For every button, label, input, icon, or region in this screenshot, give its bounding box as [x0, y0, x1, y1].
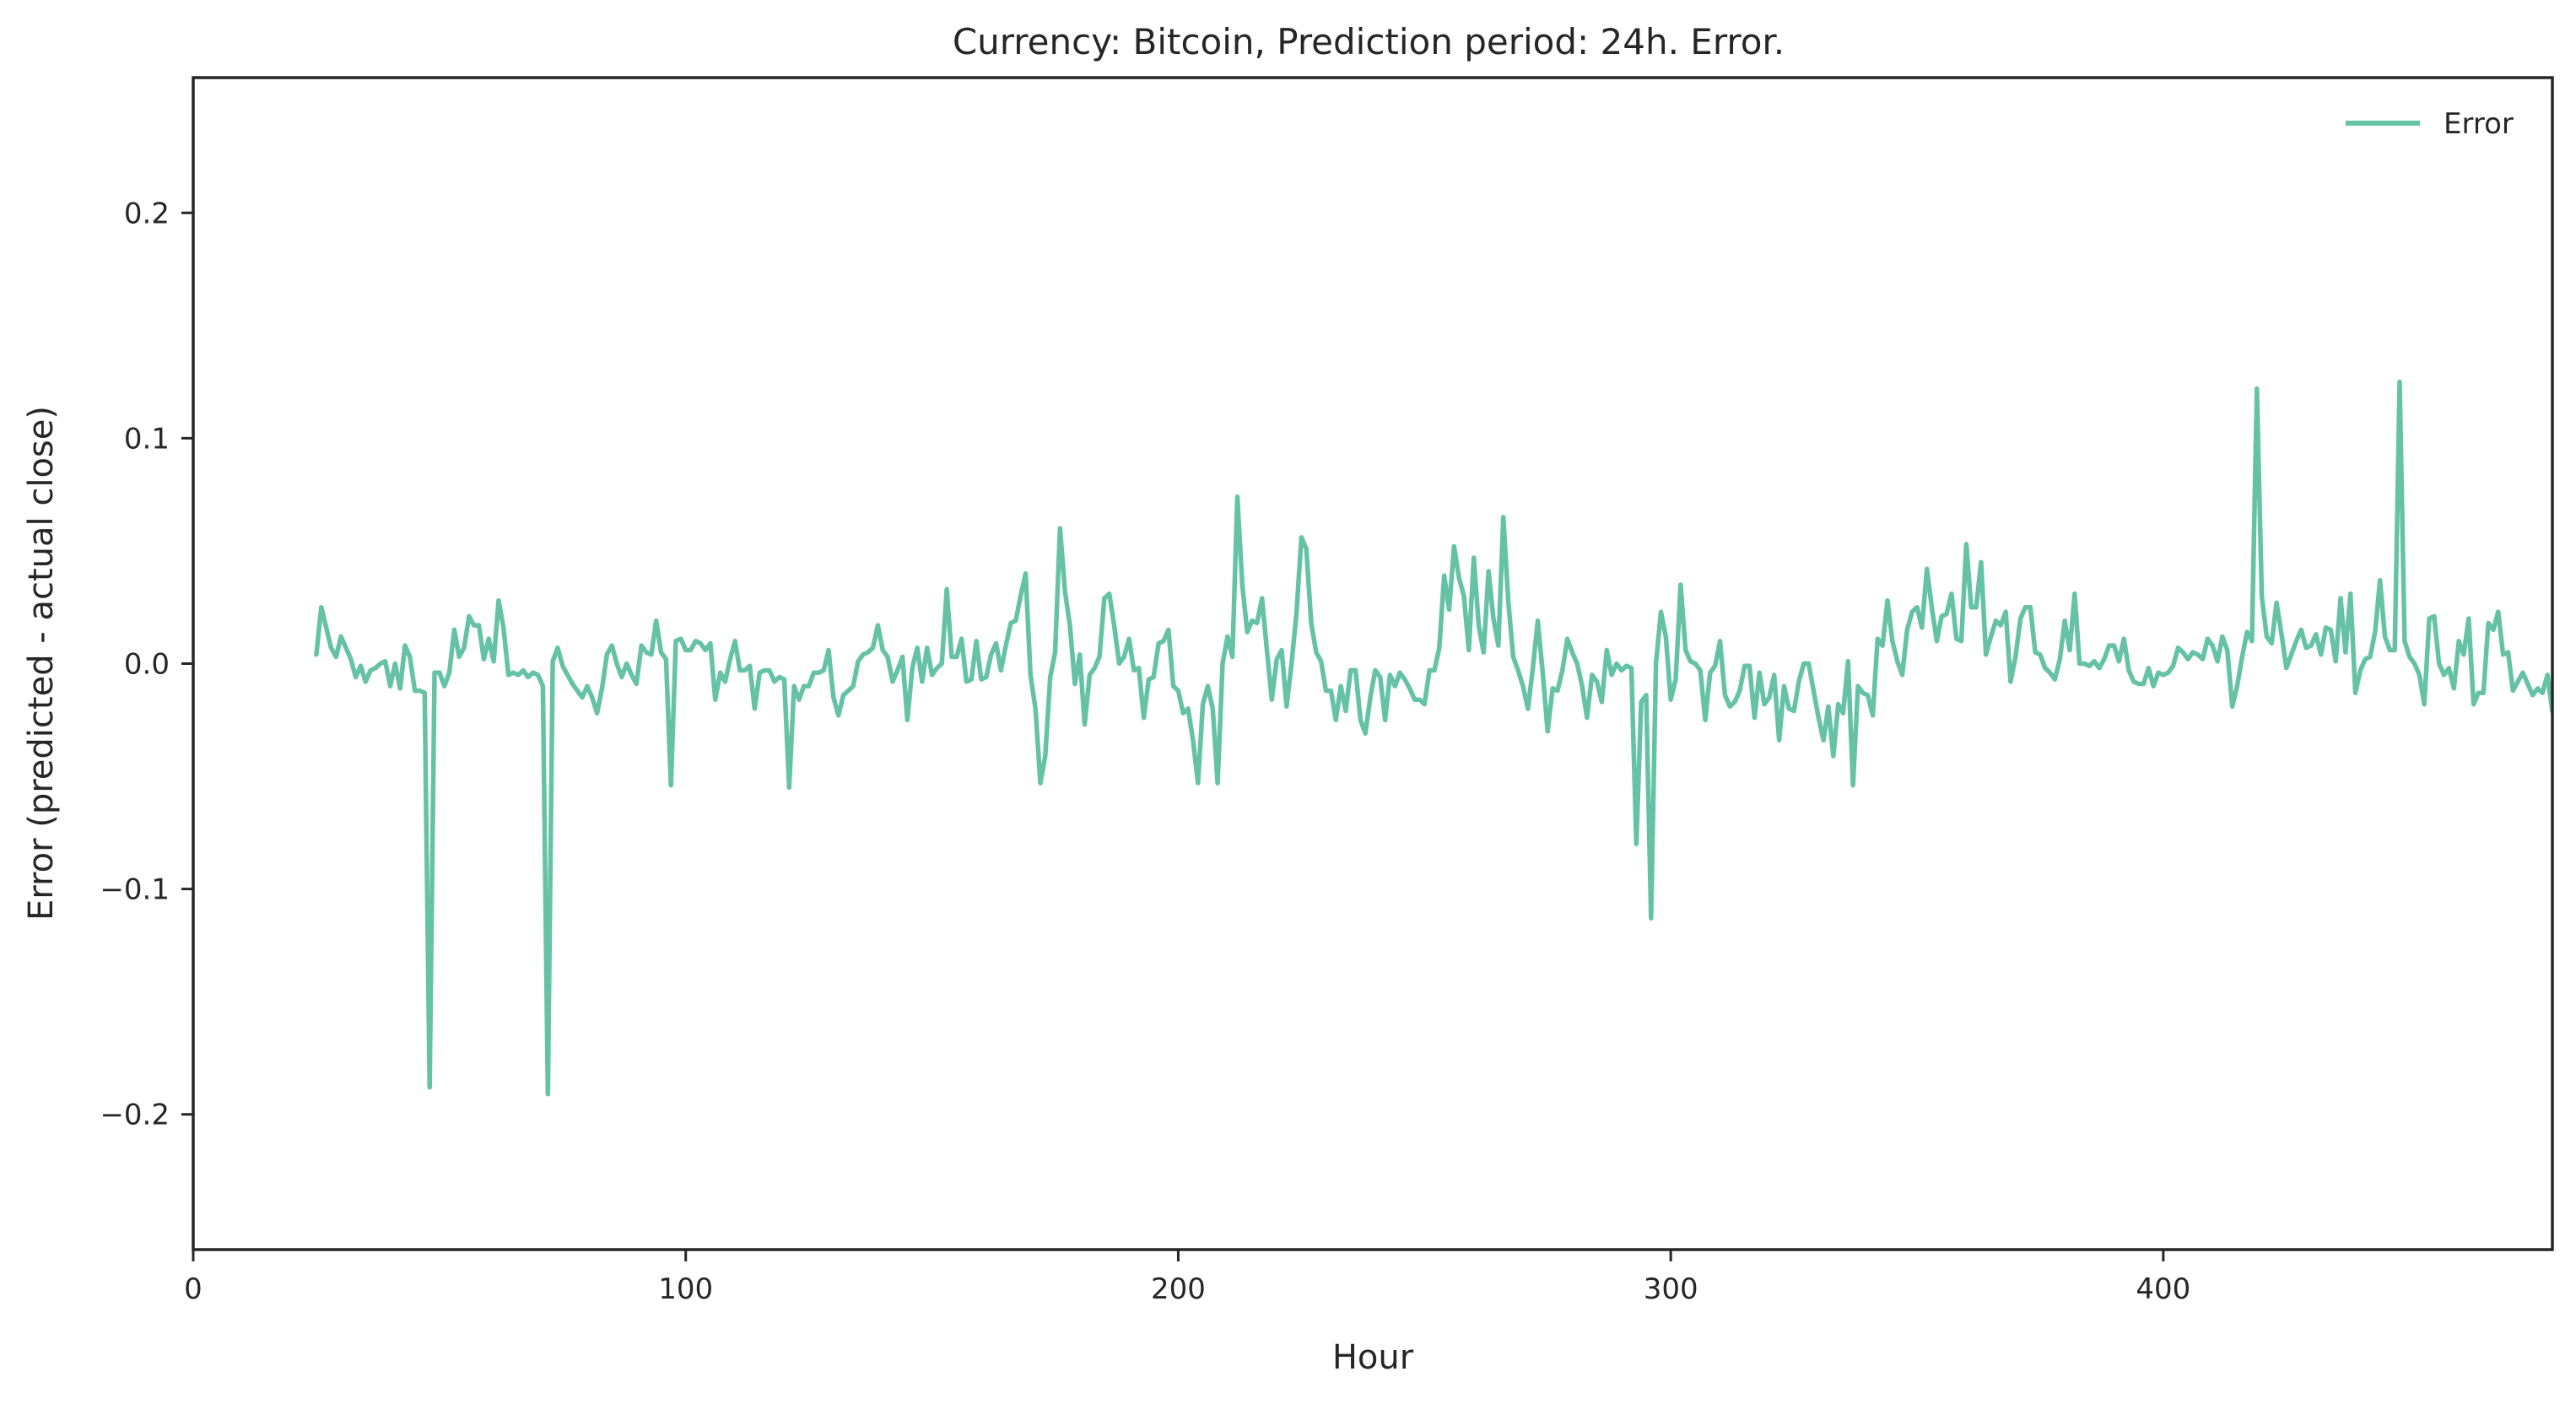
y-tick-label: −0.1 — [100, 873, 170, 907]
x-tick-label: 400 — [2136, 1272, 2190, 1306]
x-axis-label: Hour — [1332, 1338, 1414, 1377]
chart-title: Currency: Bitcoin, Prediction period: 24… — [953, 21, 1785, 62]
series-line-error — [314, 379, 2552, 1097]
y-tick-label: 0.1 — [124, 422, 170, 456]
legend-label-error: Error — [2444, 107, 2514, 141]
y-tick-label: 0.2 — [124, 197, 170, 230]
x-tick-label: 100 — [658, 1272, 713, 1306]
y-tick-label: −0.2 — [100, 1099, 170, 1132]
x-tick-label: 200 — [1151, 1272, 1206, 1306]
legend: Error — [2346, 107, 2514, 141]
x-tick-label: 0 — [184, 1272, 203, 1306]
y-tick-label: 0.0 — [124, 648, 170, 682]
x-tick-label: 300 — [1644, 1272, 1698, 1306]
y-axis-ticks: −0.2 −0.1 0.0 0.1 0.2 — [100, 197, 193, 1132]
plot-area-frame — [192, 76, 2554, 1251]
y-axis-label: Error (predicted - actual close) — [22, 406, 61, 921]
x-axis-ticks: 0 100 200 300 400 — [184, 1250, 2190, 1306]
